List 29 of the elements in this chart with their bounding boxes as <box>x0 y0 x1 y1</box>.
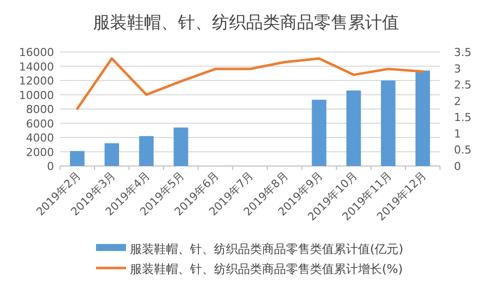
y2-tick-label: 0 <box>454 160 461 173</box>
y-tick-label: 8000 <box>26 103 54 116</box>
y2-tick-label: 0.5 <box>454 144 472 157</box>
chart-title: 服装鞋帽、针、纺织品类商品零售累计值 <box>93 13 399 33</box>
y-tick-label: 14000 <box>19 60 54 74</box>
y-tick-label: 4000 <box>26 132 54 144</box>
y2-tick-label: 3 <box>454 62 461 76</box>
y2-tick-label: 1 <box>454 127 461 140</box>
bar <box>104 143 120 166</box>
bar <box>312 100 326 166</box>
bar <box>415 70 430 166</box>
y2-tick-label: 2 <box>454 94 461 108</box>
bar <box>346 90 361 166</box>
bar <box>139 136 154 166</box>
bar <box>380 80 396 166</box>
bar <box>174 128 188 166</box>
y-tick-label: 12000 <box>19 74 54 88</box>
y-tick-label: 10000 <box>19 88 54 102</box>
y-tick-label: 16000 <box>19 46 54 59</box>
y2-tick-label: 3.5 <box>454 46 472 59</box>
line-series <box>76 57 424 110</box>
legend-label: 服装鞋帽、针、纺织品类商品零售类值累计增长(%) <box>130 262 403 276</box>
y-tick-label: 0 <box>47 160 54 173</box>
y2-tick-label: 2.5 <box>454 78 472 92</box>
y2-tick-label: 1.5 <box>454 111 472 124</box>
y-tick-label: 6000 <box>26 117 54 130</box>
bar <box>70 151 85 166</box>
legend-label: 服装鞋帽、针、纺织品类商品零售类值累计值(亿元) <box>130 242 404 256</box>
y-tick-label: 2000 <box>26 146 54 159</box>
